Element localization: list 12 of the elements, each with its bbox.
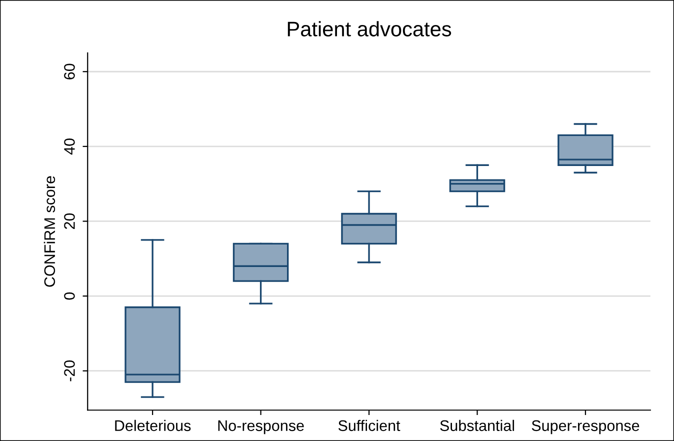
chart-title: Patient advocates (288, 21, 452, 36)
y-tick-label: 40 (64, 138, 75, 155)
y-tick-label: 0 (64, 292, 75, 300)
y-axis-title: CONFiRM score (44, 176, 56, 287)
y-tick-label: -20 (64, 360, 75, 382)
x-tick-label: No-response (218, 420, 304, 434)
y-tick-label: 20 (64, 213, 75, 229)
y-tick-label: 60 (64, 64, 75, 80)
x-tick-label: Super-response (532, 420, 640, 434)
x-tick-label: Substantial (440, 420, 514, 432)
x-tick-label: Deleterious (115, 420, 191, 432)
x-tick-label: Sufficient (338, 420, 400, 432)
